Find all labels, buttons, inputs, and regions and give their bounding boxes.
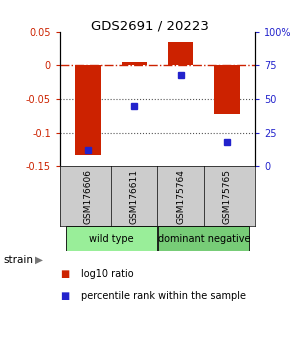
Text: log10 ratio: log10 ratio <box>81 269 134 279</box>
Text: GSM176611: GSM176611 <box>130 169 139 224</box>
Text: percentile rank within the sample: percentile rank within the sample <box>81 291 246 301</box>
Text: GDS2691 / 20223: GDS2691 / 20223 <box>91 19 209 33</box>
Text: wild type: wild type <box>89 234 134 244</box>
Text: dominant negative: dominant negative <box>158 234 250 244</box>
Text: ■: ■ <box>60 269 69 279</box>
Text: GSM175765: GSM175765 <box>223 169 232 224</box>
Bar <box>168 42 194 65</box>
Bar <box>214 65 240 114</box>
Text: GSM175764: GSM175764 <box>176 169 185 223</box>
Bar <box>66 226 157 251</box>
Bar <box>158 226 249 251</box>
Bar <box>122 62 147 65</box>
Text: strain: strain <box>3 255 33 265</box>
Text: GSM176606: GSM176606 <box>83 169 92 224</box>
Text: ■: ■ <box>60 291 69 301</box>
Bar <box>75 65 100 155</box>
Text: ▶: ▶ <box>34 255 43 265</box>
